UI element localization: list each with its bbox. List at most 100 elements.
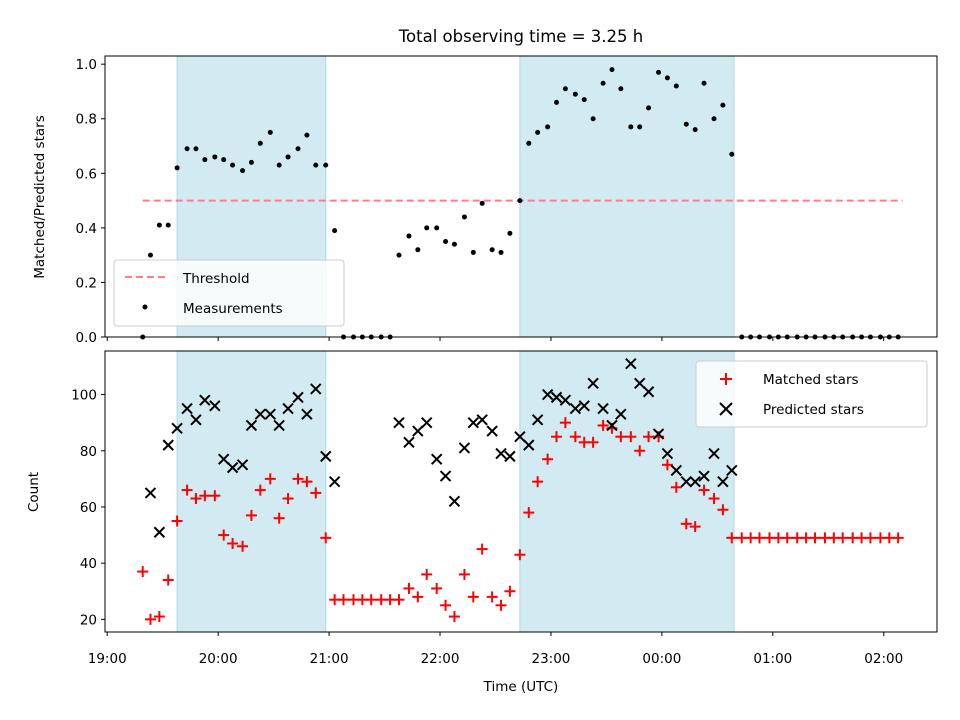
matched-star-point <box>809 532 821 544</box>
predicted-star-point <box>569 402 582 415</box>
predicted-star-point <box>162 439 174 451</box>
top-panel: 0.0 0.2 0.4 0.6 0.8 1.0 Matched/Predicted sta… <box>32 55 938 346</box>
matched-star-point <box>209 490 221 502</box>
matched-star-point <box>559 417 571 429</box>
matched-star-point <box>365 594 377 606</box>
measurement-point <box>664 75 670 81</box>
measurement-point <box>581 97 587 103</box>
predicted-stars-series <box>144 357 738 538</box>
matched-star-point <box>625 431 637 443</box>
predicted-star-point <box>689 475 701 488</box>
predicted-star-point <box>504 450 516 463</box>
measurement-point <box>257 140 263 146</box>
matched-star-point <box>254 484 266 496</box>
matched-star-point <box>634 445 646 457</box>
matched-star-point <box>292 473 304 485</box>
matched-star-point <box>514 549 526 561</box>
matched-star-point <box>708 493 720 505</box>
top-y-axis-label: Matched/Predicted stars <box>32 115 48 278</box>
predicted-star-point <box>625 357 637 370</box>
predicted-star-point <box>190 414 202 426</box>
matched-star-point <box>199 490 211 502</box>
y-tick-label: 0.8 <box>76 112 97 128</box>
measurement-point <box>212 154 218 160</box>
measurement-point <box>656 69 662 75</box>
matched-star-point <box>689 521 701 533</box>
predicted-star-point <box>420 416 433 429</box>
matched-star-point <box>476 543 488 555</box>
predicted-star-point <box>541 388 554 401</box>
measurement-point <box>609 67 615 73</box>
measurement-point <box>295 146 301 152</box>
matched-star-point <box>282 493 294 505</box>
predicted-star-point <box>652 428 665 440</box>
top-x-axis-ticks <box>106 337 885 341</box>
predicted-star-point <box>476 414 488 426</box>
measurement-point <box>184 146 190 152</box>
measurement-point <box>590 116 596 122</box>
matched-star-point <box>781 532 793 544</box>
predicted-star-point <box>226 461 239 474</box>
measurement-point <box>202 157 208 163</box>
measurement-point <box>498 249 504 255</box>
predicted-star-point <box>467 416 480 429</box>
measurement-point <box>507 230 513 236</box>
matched-star-point <box>338 594 350 606</box>
legend-matched-swatch <box>720 373 732 385</box>
matched-star-point <box>486 591 498 603</box>
matched-star-point <box>227 537 239 549</box>
bottom-legend-box <box>695 360 928 428</box>
predicted-star-point <box>717 475 729 488</box>
measurement-point <box>443 239 449 245</box>
matched-star-point <box>237 540 249 552</box>
measurement-point <box>701 80 707 86</box>
matched-star-point <box>680 518 692 530</box>
y-tick-label: 0.0 <box>76 330 97 346</box>
predicted-star-point <box>301 408 313 420</box>
matched-star-point <box>393 594 405 606</box>
top-legend-box <box>113 259 345 327</box>
predicted-star-point <box>439 470 452 482</box>
matched-star-point <box>181 484 193 496</box>
legend-predicted-swatch <box>719 402 733 416</box>
matched-star-point <box>837 532 849 544</box>
matched-star-point <box>218 529 230 541</box>
y-tick-label: 1.0 <box>76 57 97 73</box>
predicted-star-point <box>726 464 738 477</box>
matched-star-point <box>532 476 544 488</box>
matched-star-point <box>137 566 149 578</box>
measurement-point <box>646 105 652 111</box>
measurement-point <box>230 162 236 168</box>
legend-measurements-swatch <box>142 304 148 310</box>
matched-star-point <box>171 515 183 527</box>
predicted-star-point <box>495 447 507 460</box>
y-tick-label: 0.6 <box>76 166 97 182</box>
predicted-star-point <box>217 453 230 465</box>
y-tick-label: 0.4 <box>76 221 97 237</box>
matched-star-point <box>144 613 156 625</box>
x-tick-label: 02:00 <box>864 651 903 667</box>
matched-star-point <box>661 459 673 471</box>
predicted-star-point <box>642 386 655 398</box>
bottom-legend: Matched stars Predicted stars <box>695 360 928 428</box>
measurement-point <box>535 129 541 135</box>
legend-matched-label: Matched stars <box>763 372 859 388</box>
predicted-star-point <box>209 400 221 412</box>
x-tick-label: 00:00 <box>642 651 681 667</box>
measurement-point <box>618 86 624 92</box>
measurement-point <box>572 91 578 97</box>
predicted-star-point <box>448 495 461 508</box>
predicted-star-point <box>328 475 341 488</box>
matched-star-point <box>264 473 276 485</box>
measurement-point <box>562 86 568 92</box>
measurement-point <box>221 157 227 163</box>
predicted-star-point <box>523 439 535 451</box>
bottom-panel: 20 40 60 80 100 19:00 20:00 21:00 22:00 23:00 00:… <box>26 350 938 695</box>
matched-star-point <box>301 476 313 488</box>
measurement-point <box>313 162 319 168</box>
measurement-point <box>165 222 171 228</box>
measurement-point <box>729 151 735 157</box>
measurement-point <box>304 132 310 138</box>
measurement-point <box>692 127 698 133</box>
